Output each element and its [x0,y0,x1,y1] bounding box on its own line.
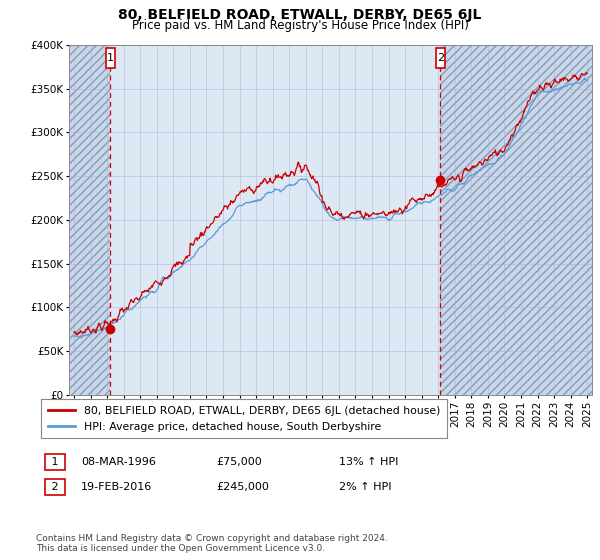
Bar [440,45,592,395]
Text: Contains HM Land Registry data © Crown copyright and database right 2024.
This d: Contains HM Land Registry data © Crown c… [36,534,388,553]
FancyBboxPatch shape [436,48,445,68]
Legend: 80, BELFIELD ROAD, ETWALL, DERBY, DE65 6JL (detached house), HPI: Average price,: 80, BELFIELD ROAD, ETWALL, DERBY, DE65 6… [41,399,446,438]
Text: 2: 2 [48,482,62,492]
Bar [69,45,110,395]
Text: 08-MAR-1996: 08-MAR-1996 [81,457,156,467]
Text: 19-FEB-2016: 19-FEB-2016 [81,482,152,492]
Text: Price paid vs. HM Land Registry's House Price Index (HPI): Price paid vs. HM Land Registry's House … [131,19,469,32]
Text: 80, BELFIELD ROAD, ETWALL, DERBY, DE65 6JL: 80, BELFIELD ROAD, ETWALL, DERBY, DE65 6… [118,8,482,22]
Text: £245,000: £245,000 [216,482,269,492]
Text: £75,000: £75,000 [216,457,262,467]
FancyBboxPatch shape [106,48,115,68]
Text: 1: 1 [107,53,113,63]
Text: 2% ↑ HPI: 2% ↑ HPI [339,482,391,492]
Text: 1: 1 [48,457,62,467]
Text: 13% ↑ HPI: 13% ↑ HPI [339,457,398,467]
Text: 2: 2 [437,53,444,63]
